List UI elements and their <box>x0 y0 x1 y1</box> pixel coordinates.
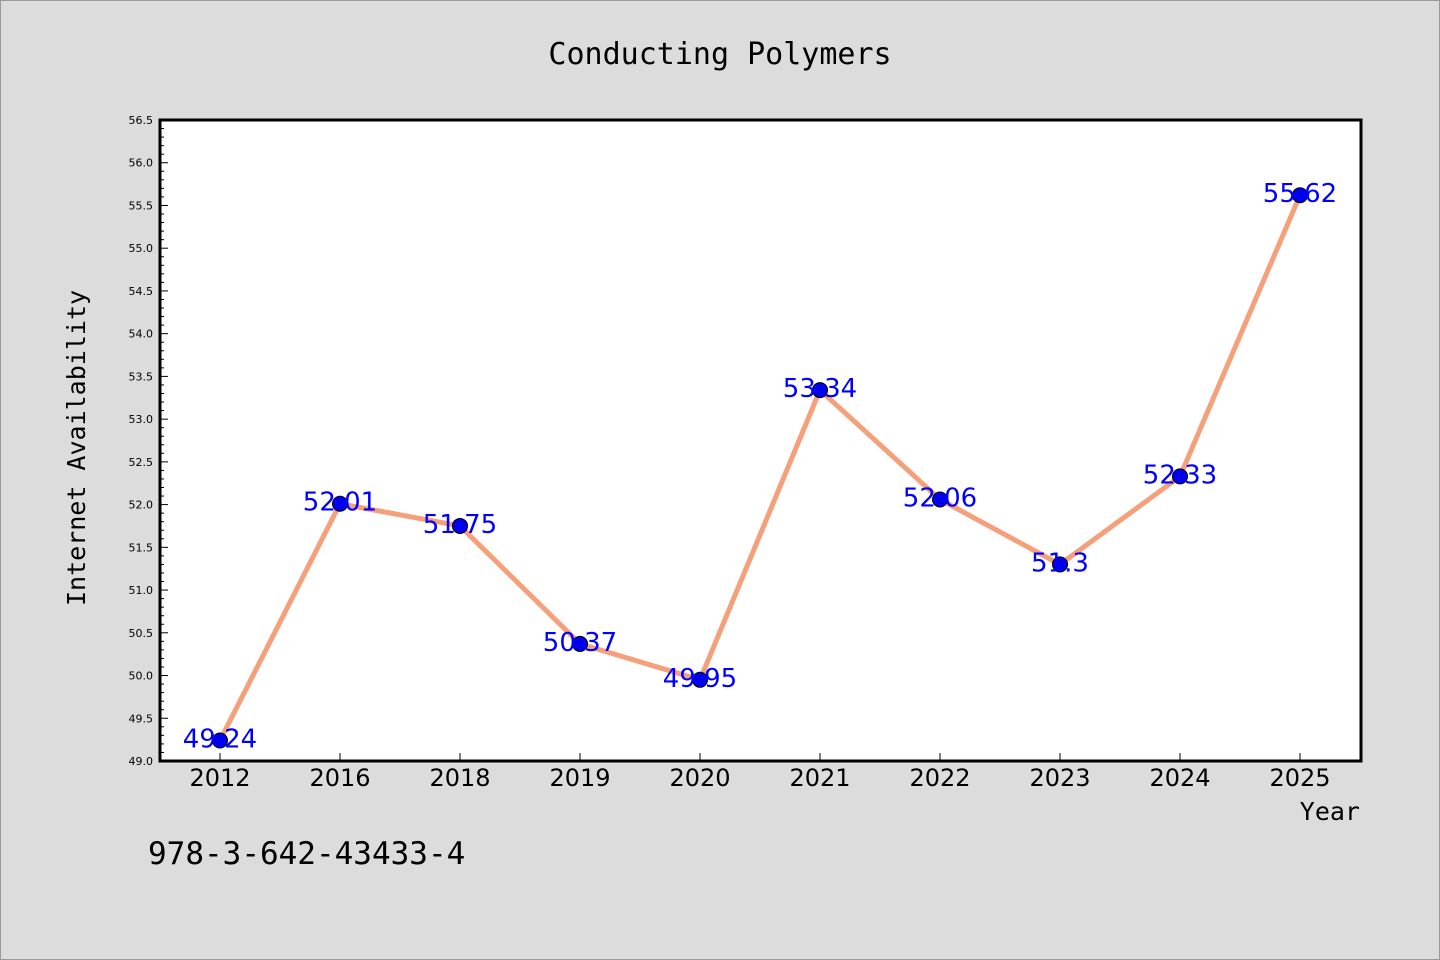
y-tick-label: 53.5 <box>129 370 154 383</box>
data-label: 51.3 <box>1031 548 1089 578</box>
y-axis-label: Internet Availability <box>62 290 91 606</box>
data-label: 49.24 <box>183 724 257 754</box>
data-point <box>332 495 348 512</box>
x-tick-label: 2012 <box>189 764 250 792</box>
data-point <box>452 517 468 534</box>
y-tick-label: 49.5 <box>129 712 154 725</box>
x-tick-label: 2021 <box>789 764 850 792</box>
x-tick-label: 2020 <box>669 764 730 792</box>
y-tick-label: 56.0 <box>129 157 154 170</box>
x-tick-label: 2024 <box>1149 764 1210 792</box>
series-line <box>217 192 1303 743</box>
y-tick-label: 56.5 <box>129 114 154 127</box>
data-label: 50.37 <box>543 628 617 658</box>
x-tick-label: 2019 <box>549 764 610 792</box>
x-tick-label: 2022 <box>909 764 970 792</box>
data-point <box>1292 187 1308 204</box>
y-tick-label: 50.0 <box>129 670 154 683</box>
data-label: 52.33 <box>1143 460 1217 490</box>
data-label: 49.95 <box>663 664 737 694</box>
data-label: 52.01 <box>303 488 377 518</box>
data-label: 51.75 <box>423 510 497 540</box>
y-tick-label: 51.0 <box>129 584 154 597</box>
y-tick-label: 54.0 <box>129 328 154 341</box>
data-label: 53.34 <box>783 374 857 404</box>
y-tick-label: 51.5 <box>129 541 154 554</box>
x-tick-label: 2016 <box>309 764 370 792</box>
y-tick-label: 52.0 <box>129 499 154 512</box>
y-tick-label: 49.0 <box>129 755 154 768</box>
data-label: 55.62 <box>1263 179 1337 209</box>
data-point <box>1172 468 1188 485</box>
y-tick-label: 50.5 <box>129 627 154 640</box>
plot-area <box>158 118 1363 763</box>
y-tick-label: 52.5 <box>129 456 154 469</box>
y-tick-label: 55.5 <box>129 199 154 212</box>
x-tick-label: 2018 <box>429 764 490 792</box>
isbn-text: 978-3-642-43433-4 <box>148 836 465 872</box>
data-point <box>572 635 588 652</box>
data-point <box>932 491 948 508</box>
y-tick-label: 53.0 <box>129 413 154 426</box>
x-tick-label: 2023 <box>1029 764 1090 792</box>
data-point <box>692 671 708 688</box>
y-tick-label: 54.5 <box>129 285 154 298</box>
data-labels: 49.24 52.01 51.75 50.37 49.95 53.34 52.06 51.3 5… <box>183 179 1337 754</box>
data-label: 52.06 <box>903 483 977 513</box>
data-point <box>812 382 828 399</box>
data-point <box>212 732 228 749</box>
chart-title: Conducting Polymers <box>548 37 891 72</box>
y-tick-label: 55.0 <box>129 242 154 255</box>
series-layer <box>212 187 1308 749</box>
x-axis-label: Year <box>1300 797 1360 826</box>
y-axis: 49.0 49.5 50.0 50.5 51.0 51.5 52.0 52.5 53.0 53.5… <box>129 114 168 768</box>
data-point <box>1052 556 1068 573</box>
x-axis: 2012 2016 2018 2019 2020 2021 2022 2023 2024 2025 <box>189 753 1331 792</box>
x-tick-label: 2025 <box>1269 764 1330 792</box>
